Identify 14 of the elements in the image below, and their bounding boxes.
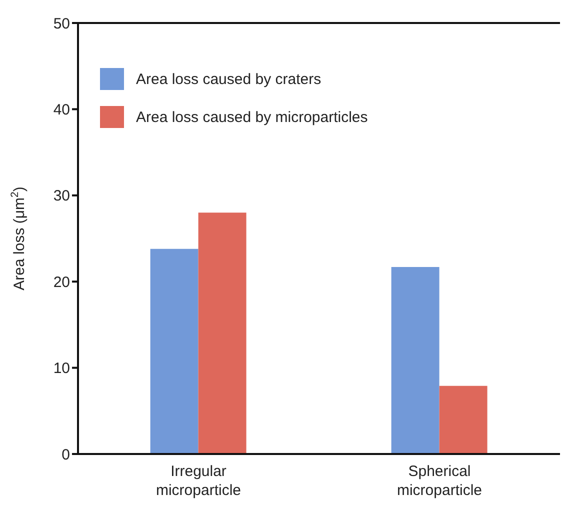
legend-label: Area loss caused by craters	[136, 70, 322, 88]
y-tick-label: 40	[53, 102, 70, 119]
y-tick-label: 30	[53, 188, 70, 205]
bar	[391, 266, 440, 454]
legend-label: Area loss caused by microparticles	[136, 108, 368, 126]
y-tick-label: 20	[53, 274, 70, 291]
x-tick-label: Spherical microparticle	[396, 463, 482, 499]
y-tick-label: 0	[62, 446, 70, 464]
bar	[150, 248, 198, 454]
bar	[439, 386, 488, 454]
y-tick-label: 10	[53, 360, 70, 378]
x-tick-label: Irregular microparticle	[156, 463, 242, 499]
y-tick-label: 50	[53, 15, 70, 32]
bar	[198, 212, 246, 454]
